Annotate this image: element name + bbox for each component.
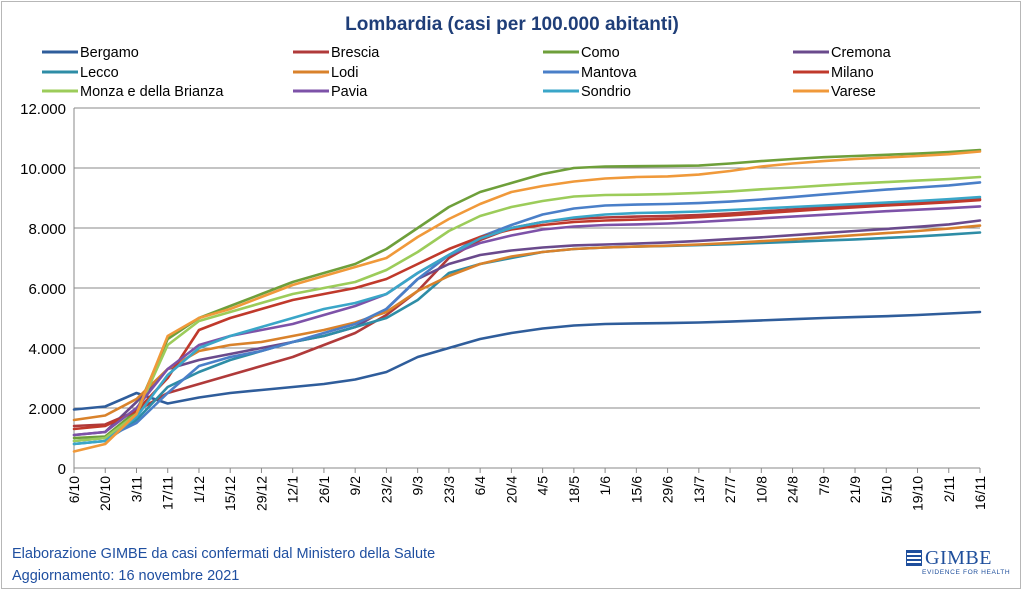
legend-label: Brescia xyxy=(331,45,380,61)
x-tick-label: 20/4 xyxy=(503,476,519,503)
x-tick-label: 16/11 xyxy=(972,476,988,510)
x-tick-label: 13/7 xyxy=(691,476,707,503)
x-tick-label: 17/11 xyxy=(160,476,176,510)
gimbe-logo: GIMBE EVIDENCE FOR HEALTH xyxy=(906,547,1018,584)
x-tick-label: 5/10 xyxy=(878,476,894,503)
x-tick-label: 9/3 xyxy=(410,476,426,496)
x-tick-label: 27/7 xyxy=(722,476,738,503)
series-line-varese xyxy=(72,150,982,453)
x-tick-label: 9/2 xyxy=(347,476,363,496)
x-tick-label: 10/8 xyxy=(753,476,769,503)
series-line-lodi xyxy=(72,224,982,422)
update-note: Aggiornamento: 16 novembre 2021 xyxy=(12,568,240,584)
y-tick-label: 12.000 xyxy=(20,101,66,118)
legend-label: Lecco xyxy=(80,65,119,81)
legend-label: Monza e della Brianza xyxy=(80,84,224,100)
series-line-monza-e-della-brianza xyxy=(72,175,982,443)
x-tick-label: 1/6 xyxy=(597,476,613,496)
x-tick-label: 29/12 xyxy=(253,476,269,511)
series-line-bergamo xyxy=(72,310,982,411)
x-tick-label: 15/12 xyxy=(222,476,238,511)
legend-label: Bergamo xyxy=(80,45,139,61)
series-line-mantova xyxy=(72,181,982,443)
series-line-lecco xyxy=(72,231,982,446)
x-tick-label: 18/5 xyxy=(566,476,582,503)
legend-label: Varese xyxy=(831,84,876,100)
legend-label: Pavia xyxy=(331,84,368,100)
x-tick-label: 1/12 xyxy=(191,476,207,503)
x-tick-label: 3/11 xyxy=(128,476,144,502)
y-tick-label: 2.000 xyxy=(28,401,66,418)
logo-tagline: EVIDENCE FOR HEALTH xyxy=(922,569,1011,576)
legend-label: Cremona xyxy=(831,45,892,61)
y-tick-label: 0 xyxy=(58,461,66,478)
x-tick-label: 21/9 xyxy=(847,476,863,503)
legend-label: Sondrio xyxy=(581,84,631,100)
y-tick-label: 10.000 xyxy=(20,161,66,178)
y-tick-label: 6.000 xyxy=(28,281,66,298)
x-tick-label: 29/6 xyxy=(660,476,676,503)
series-line-cremona xyxy=(72,219,982,437)
series-line-milano xyxy=(72,198,982,431)
legend-label: Mantova xyxy=(581,65,638,81)
gimbe-logo-icon xyxy=(906,550,922,566)
x-tick-label: 2/11 xyxy=(941,476,957,502)
legend-label: Como xyxy=(581,45,620,61)
x-tick-label: 12/1 xyxy=(285,476,301,503)
x-tick-label: 20/10 xyxy=(97,476,113,511)
x-tick-label: 7/9 xyxy=(816,476,832,496)
y-tick-label: 4.000 xyxy=(28,341,66,358)
x-tick-label: 6/4 xyxy=(472,476,488,496)
x-tick-label: 23/2 xyxy=(378,476,394,503)
x-tick-label: 24/8 xyxy=(785,476,801,503)
y-tick-label: 8.000 xyxy=(28,221,66,238)
chart-title: Lombardia (casi per 100.000 abitanti) xyxy=(345,14,679,35)
x-tick-label: 23/3 xyxy=(441,476,457,503)
logo-name: GIMBE xyxy=(925,547,992,569)
legend-label: Milano xyxy=(831,65,874,81)
series-line-como xyxy=(72,148,982,440)
x-tick-label: 26/1 xyxy=(316,476,332,503)
x-tick-label: 6/10 xyxy=(66,476,82,503)
x-tick-label: 15/6 xyxy=(628,476,644,503)
series-line-sondrio xyxy=(72,195,982,446)
x-tick-label: 19/10 xyxy=(910,476,926,511)
x-tick-label: 4/5 xyxy=(535,476,551,496)
legend-label: Lodi xyxy=(331,65,358,81)
source-note: Elaborazione GIMBE da casi confermati da… xyxy=(12,546,436,562)
